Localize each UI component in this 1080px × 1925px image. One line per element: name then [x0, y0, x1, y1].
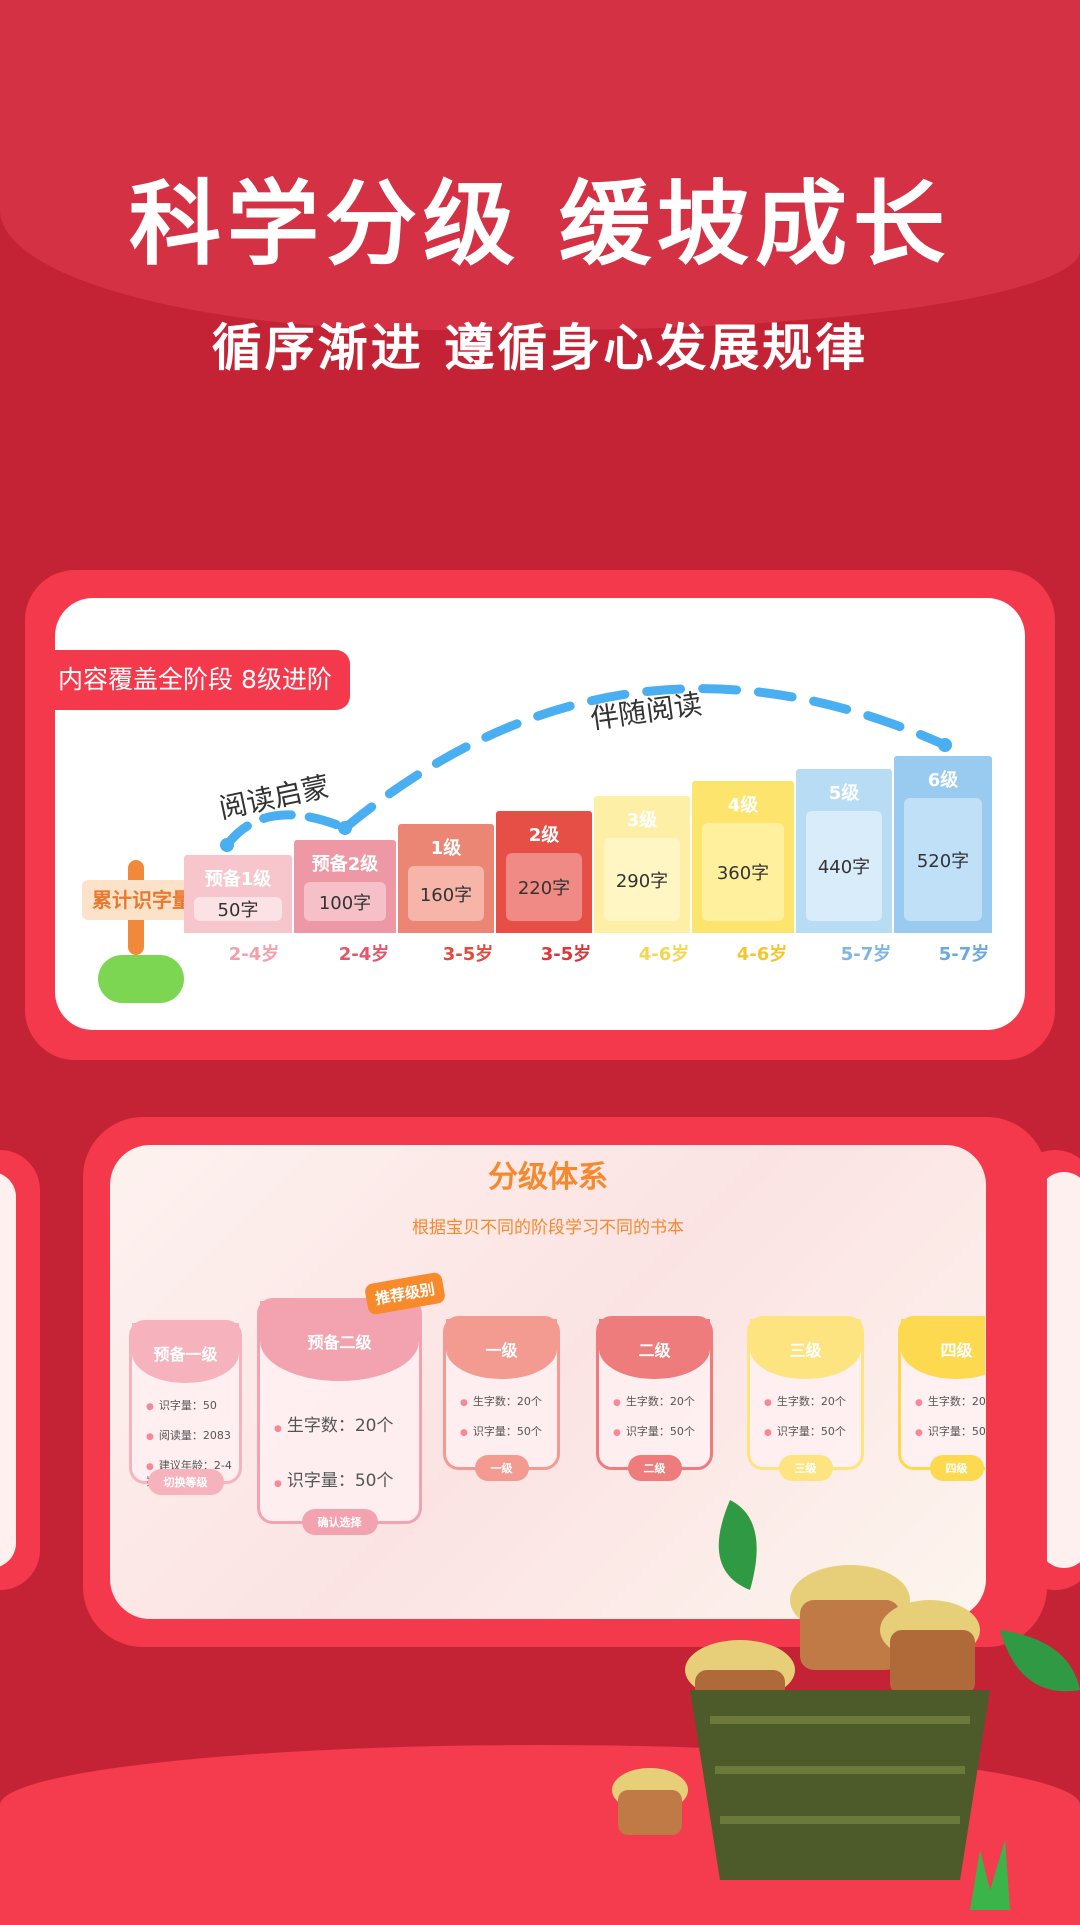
level-name: 预备2级 [311, 854, 379, 875]
card-header: 一级 [446, 1319, 557, 1379]
progress-arc [220, 684, 952, 852]
card-stat: 识字量：50个 [274, 1466, 419, 1491]
card-stat: 识字量：50个 [764, 1423, 861, 1439]
card-header: 二级 [599, 1319, 710, 1379]
level-bar: 预备1级 50字 [184, 855, 292, 933]
system-title: 分级体系 [488, 1160, 608, 1195]
system-subtitle: 根据宝贝不同的阶段学习不同的书本 [412, 1218, 684, 1238]
level-bar: 6级 520字 [894, 756, 992, 933]
level-card[interactable]: 预备一级识字量：50阅读量：2083建议年龄：2-4岁切换等级 [129, 1320, 242, 1495]
char-count: 220字 [506, 853, 582, 921]
level-name: 6级 [927, 770, 959, 791]
card-stat: 生字数：20个 [613, 1393, 710, 1409]
page-subtitle: 循序渐进 遵循身心发展规律 [211, 319, 869, 377]
level-bar: 3级 290字 [594, 796, 690, 933]
card-stat: 生字数：20个 [460, 1393, 557, 1409]
level-name: 1级 [430, 838, 462, 859]
acorn-basket-illustration [612, 1500, 1080, 1910]
level-name: 3级 [626, 810, 658, 831]
stages-badge: 内容覆盖全阶段 8级进阶 [40, 650, 350, 710]
card-button[interactable]: 切换等级 [147, 1469, 224, 1495]
card-header: 预备二级 [260, 1301, 419, 1381]
age-range: 2-4岁 [338, 944, 390, 965]
age-range: 5-7岁 [840, 944, 892, 965]
card-button[interactable]: 三级 [778, 1455, 833, 1481]
card-stat: 识字量：50 [146, 1397, 239, 1413]
char-count: 520字 [904, 798, 982, 921]
level-name: 5级 [828, 783, 860, 804]
card-stat: 生字数：20个 [915, 1393, 985, 1409]
card-stat: 识字量：50个 [460, 1423, 557, 1439]
char-count: 360字 [702, 823, 784, 921]
char-count: 50字 [194, 897, 282, 921]
card-stat: 阅读量：2083 [146, 1427, 239, 1443]
char-count: 290字 [604, 838, 680, 921]
age-range: 3-5岁 [540, 944, 592, 965]
card-stat: 识字量：50个 [915, 1423, 985, 1439]
grass-icon [98, 955, 184, 1003]
level-name: 4级 [727, 795, 759, 816]
card-button[interactable]: 四级 [929, 1455, 984, 1481]
level-name: 预备1级 [204, 869, 272, 890]
page-title: 科学分级 缓坡成长 [128, 171, 952, 278]
age-range: 3-5岁 [442, 944, 494, 965]
card-button[interactable]: 一级 [474, 1455, 529, 1481]
card-header: 三级 [750, 1319, 861, 1379]
level-bar: 4级 360字 [692, 781, 794, 933]
age-range: 2-4岁 [228, 944, 280, 965]
card-header: 四级 [901, 1319, 985, 1379]
card-stat: 生字数：20个 [274, 1411, 419, 1436]
card-button[interactable]: 二级 [627, 1455, 682, 1481]
char-count: 100字 [304, 882, 386, 921]
char-count: 440字 [806, 811, 882, 921]
age-range: 5-7岁 [938, 944, 990, 965]
level-bar: 5级 440字 [796, 769, 892, 933]
level-name: 2级 [528, 825, 560, 846]
prev-card-peek[interactable] [0, 1150, 40, 1590]
signpost-label: 累计识字量 [82, 880, 202, 920]
level-bar: 2级 220字 [496, 811, 592, 933]
age-range: 4-6岁 [736, 944, 788, 965]
level-bar: 1级 160字 [398, 824, 494, 933]
card-stat: 识字量：50个 [613, 1423, 710, 1439]
age-range: 4-6岁 [638, 944, 690, 965]
card-header: 预备一级 [132, 1323, 239, 1383]
char-count: 160字 [408, 866, 484, 921]
level-bar: 预备2级 100字 [294, 840, 396, 933]
card-button[interactable]: 确认选择 [301, 1509, 378, 1535]
header-background [0, 0, 1080, 330]
card-stat: 生字数：20个 [764, 1393, 861, 1409]
